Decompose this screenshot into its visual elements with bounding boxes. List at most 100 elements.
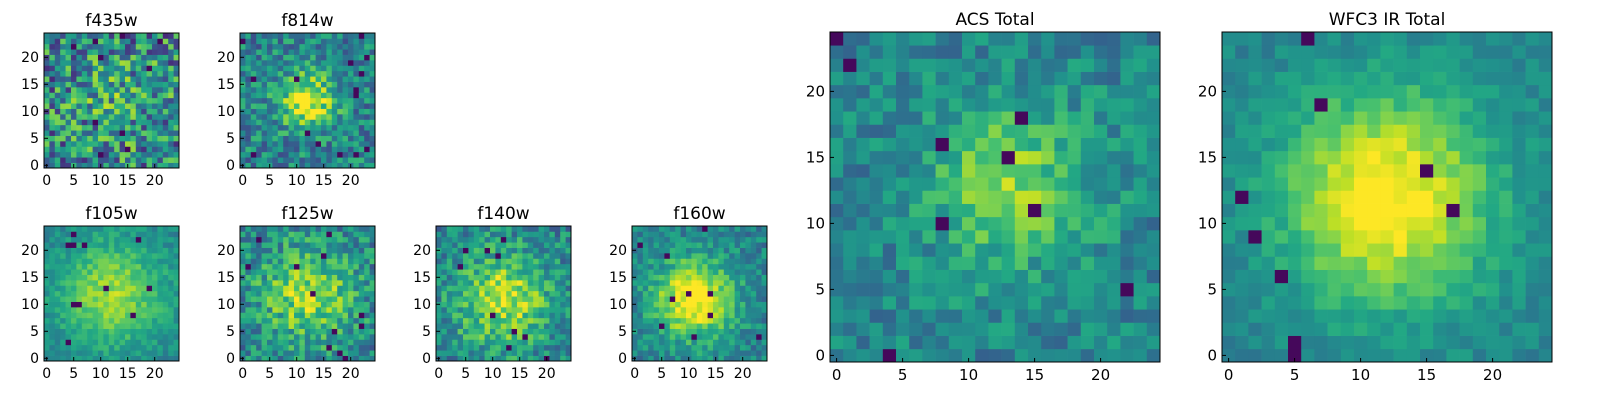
heatmap-cell <box>157 87 164 93</box>
heatmap-cell <box>157 49 164 55</box>
x-tick-label: 5 <box>461 366 470 382</box>
heatmap-cell <box>256 103 262 109</box>
heatmap-cell <box>81 290 88 297</box>
heatmap-cell <box>141 350 147 356</box>
heatmap-cell <box>856 335 870 350</box>
heatmap-cell <box>1261 335 1276 350</box>
heatmap-cell <box>119 76 126 82</box>
heatmap-cell <box>369 339 376 346</box>
heatmap-cell <box>54 135 61 142</box>
heatmap-cell <box>457 242 464 248</box>
heatmap-cell <box>348 97 354 104</box>
heatmap-cell <box>648 317 654 324</box>
heatmap-cell <box>632 285 638 292</box>
heatmap-cell <box>157 307 164 313</box>
heatmap-cell <box>337 65 343 72</box>
heatmap-cell <box>642 355 649 362</box>
heatmap-cell <box>44 92 50 99</box>
heatmap-cell <box>1433 177 1447 191</box>
heatmap-cell <box>119 258 126 265</box>
heatmap-cell <box>98 114 104 120</box>
heatmap-cell <box>637 269 644 275</box>
heatmap-cell <box>130 108 137 115</box>
heatmap-cell <box>173 87 180 93</box>
heatmap-cell <box>267 323 273 329</box>
heatmap-cell <box>484 328 491 335</box>
heatmap-cell <box>304 97 311 104</box>
heatmap-cell <box>81 263 88 270</box>
heatmap-cell <box>686 226 692 232</box>
heatmap-cell <box>975 348 989 363</box>
heatmap-cell <box>331 76 338 82</box>
heatmap-cell <box>468 350 475 356</box>
heatmap-cell <box>162 49 169 55</box>
heatmap-cell <box>272 157 279 163</box>
y-tick-label: 10 <box>609 297 627 313</box>
heatmap-cell <box>750 290 757 297</box>
heatmap-cell <box>331 253 338 259</box>
heatmap-cell <box>369 92 376 99</box>
heatmap-cell <box>369 253 376 259</box>
heatmap-cell <box>173 114 180 120</box>
heatmap-cell <box>92 97 99 104</box>
heatmap-cell <box>843 190 857 204</box>
heatmap-cell <box>135 231 142 238</box>
heatmap-cell <box>479 290 485 297</box>
heatmap-cell <box>1080 269 1095 284</box>
heatmap-cell <box>856 243 870 257</box>
heatmap-cell <box>680 307 687 313</box>
heatmap-cell <box>495 328 502 335</box>
heatmap-cell <box>659 339 665 346</box>
heatmap-cell <box>1301 322 1315 336</box>
heatmap-cell <box>1133 45 1148 59</box>
heatmap-cell <box>130 135 137 142</box>
heatmap-cell <box>321 114 327 120</box>
heatmap-cell <box>962 243 976 257</box>
heatmap-cell <box>315 114 322 120</box>
heatmap-cell <box>1041 256 1055 270</box>
heatmap-cell <box>98 334 104 340</box>
heatmap-cell <box>272 323 279 329</box>
heatmap-cell <box>490 334 496 340</box>
x-tick-label: 0 <box>832 366 842 384</box>
heatmap-cell <box>44 253 50 259</box>
heatmap-cell <box>92 87 99 93</box>
heatmap-cell <box>495 312 502 319</box>
heatmap-cell <box>369 97 376 104</box>
heatmap-cell <box>310 350 316 356</box>
heatmap-cell <box>1486 243 1500 257</box>
heatmap-cell <box>632 296 638 302</box>
heatmap-cell <box>1486 348 1500 363</box>
heatmap-cell <box>723 274 730 281</box>
heatmap-cell <box>1120 309 1134 323</box>
heatmap-cell <box>256 124 262 131</box>
heatmap-cell <box>245 355 252 362</box>
heatmap-cell <box>463 226 469 232</box>
heatmap-cell <box>1314 348 1328 363</box>
heatmap-cell <box>718 269 725 275</box>
heatmap-cell <box>723 312 730 319</box>
heatmap-cell <box>1222 124 1236 138</box>
heatmap-cell <box>369 43 376 50</box>
heatmap-cell <box>948 216 963 231</box>
heatmap-cell <box>119 162 126 169</box>
heatmap-cell <box>696 323 703 329</box>
heatmap-cell <box>1014 111 1029 125</box>
heatmap-cell <box>358 226 365 232</box>
heatmap-cell <box>76 60 83 66</box>
heatmap-cell <box>446 296 453 302</box>
heatmap-cell <box>1472 309 1487 323</box>
heatmap-cell <box>272 253 279 259</box>
heatmap-cell <box>299 87 306 93</box>
heatmap-cell <box>1054 32 1068 46</box>
heatmap-cell <box>283 87 289 93</box>
heatmap-cell <box>54 141 61 147</box>
heatmap-cell <box>756 339 762 346</box>
heatmap-cell <box>326 317 333 324</box>
heatmap-cell <box>168 70 174 77</box>
heatmap-cell <box>696 355 703 362</box>
heatmap-cell <box>1301 348 1315 363</box>
heatmap-cell <box>517 247 523 254</box>
heatmap-cell <box>98 130 104 136</box>
heatmap-cell <box>135 350 142 356</box>
